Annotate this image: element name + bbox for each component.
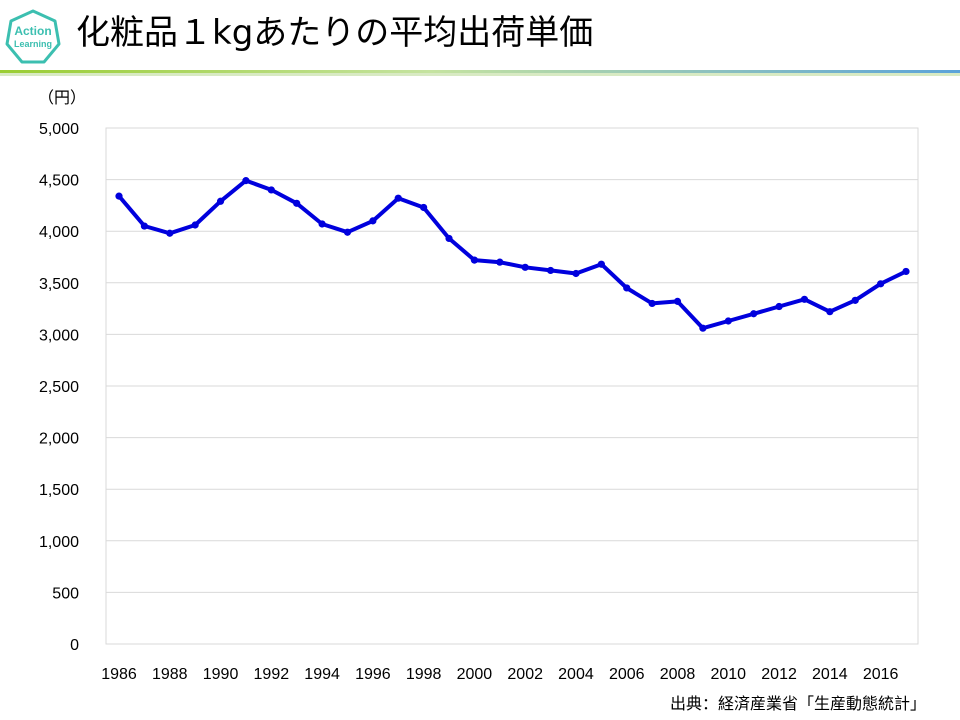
x-tick-label: 1988 <box>152 666 188 683</box>
x-tick-label: 2016 <box>863 666 899 683</box>
data-point <box>140 222 148 230</box>
series-line <box>117 178 908 331</box>
data-point <box>826 308 834 316</box>
data-point <box>699 324 707 332</box>
y-tick-label: 1,000 <box>39 534 79 551</box>
data-point <box>521 263 529 271</box>
x-tick-label: 2002 <box>507 666 543 683</box>
data-point <box>267 186 275 194</box>
y-axis-unit-label: （円） <box>38 88 87 107</box>
x-tick-label: 2000 <box>457 666 493 683</box>
line-chart: 0 500 1,000 1,500 2,000 2,500 3,000 3,500 4,000 4… <box>39 121 919 683</box>
x-tick-label: 1994 <box>304 666 340 683</box>
x-tick-label: 2010 <box>710 666 746 683</box>
data-point <box>318 220 326 228</box>
y-tick-label: 1,500 <box>39 482 79 499</box>
data-point <box>648 299 656 308</box>
source-note: 出典：経済産業省「生産動態統計」 <box>669 694 926 713</box>
x-tick-label: 1986 <box>101 666 137 683</box>
x-tick-label: 2014 <box>812 666 848 683</box>
data-point <box>293 199 301 207</box>
data-point <box>166 229 174 237</box>
x-tick-label: 1990 <box>203 666 239 683</box>
action-learning-logo: Action Learning <box>5 9 61 64</box>
x-tick-label: 1998 <box>406 666 442 683</box>
data-point <box>216 197 225 205</box>
plot-area <box>105 127 919 645</box>
data-point <box>191 221 199 229</box>
y-tick-label: 500 <box>52 585 79 602</box>
data-point <box>800 295 809 303</box>
x-tick-label: 1992 <box>254 666 290 683</box>
data-point <box>115 192 123 200</box>
y-tick-label: 3,500 <box>39 276 79 293</box>
logo-badge <box>5 9 61 64</box>
x-tick-label: 1996 <box>355 666 391 683</box>
data-point <box>420 203 428 212</box>
page-title: 化粧品１kgあたりの平均出荷単価 <box>76 13 594 53</box>
data-point <box>470 256 479 264</box>
data-points <box>115 177 910 332</box>
data-point <box>343 228 352 236</box>
y-tick-label: 3,000 <box>39 327 79 344</box>
data-point <box>546 266 555 275</box>
logo-text-action: Action <box>14 24 51 38</box>
data-point <box>242 177 250 185</box>
data-point <box>902 267 910 276</box>
y-tick-label: 2,000 <box>39 431 79 448</box>
data-point <box>394 194 402 202</box>
data-point <box>597 260 605 268</box>
x-axis: 1986 1988 1990 1992 1994 1996 1998 2000 2002 2004… <box>101 666 898 683</box>
data-point <box>445 234 453 243</box>
y-tick-label: 0 <box>70 637 79 654</box>
y-tick-label: 2,500 <box>39 379 79 396</box>
data-point <box>369 217 377 225</box>
logo-text-learning: Learning <box>14 39 52 49</box>
gridlines <box>106 127 918 645</box>
data-point <box>572 269 580 278</box>
x-tick-label: 2008 <box>660 666 696 683</box>
data-point <box>851 296 859 304</box>
data-point <box>623 284 631 292</box>
data-point <box>877 280 885 288</box>
title-rule <box>0 70 960 76</box>
x-tick-label: 2012 <box>761 666 797 683</box>
data-point <box>750 310 758 318</box>
y-tick-label: 5,000 <box>39 121 79 138</box>
x-tick-label: 2004 <box>558 666 594 683</box>
data-point <box>496 258 504 266</box>
data-point <box>724 317 732 325</box>
data-point <box>775 302 783 311</box>
y-tick-label: 4,500 <box>39 173 79 190</box>
y-axis: 0 500 1,000 1,500 2,000 2,500 3,000 3,500 4,000 4… <box>39 121 79 654</box>
data-point <box>673 297 682 305</box>
x-tick-label: 2006 <box>609 666 645 683</box>
y-tick-label: 4,000 <box>39 224 79 241</box>
